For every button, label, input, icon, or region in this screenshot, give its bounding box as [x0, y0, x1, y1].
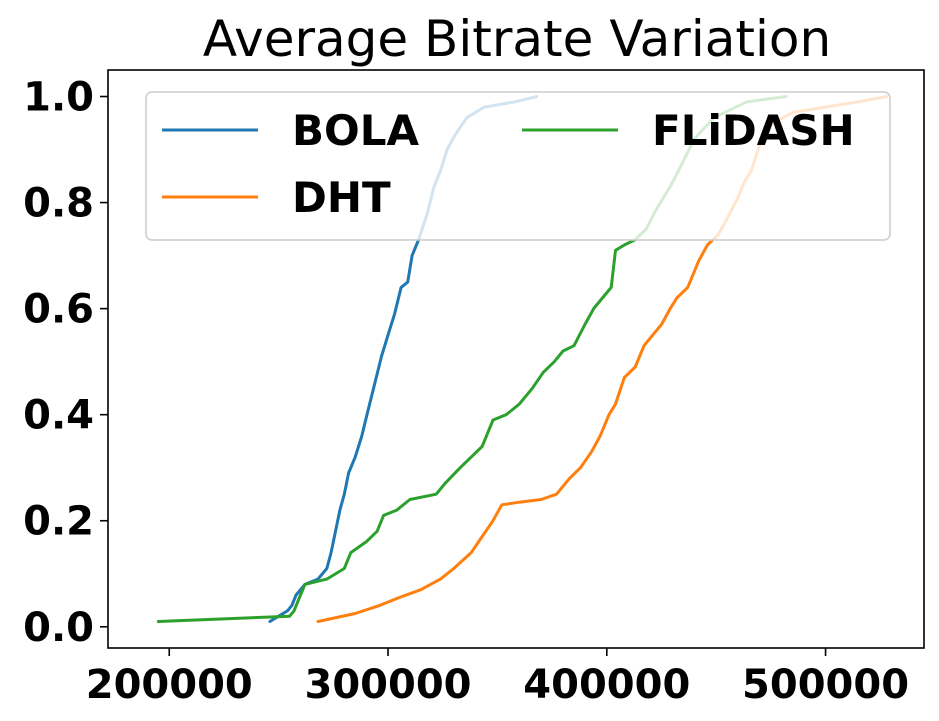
tick-layer: 200000 300000 400000 500000 0.0 0.2 0.4 0.6 0.8 1… [23, 75, 909, 708]
legend-label-bola: BOLA [292, 106, 419, 155]
y-tick-label: 0.6 [23, 287, 94, 333]
y-tick-label: 0.0 [23, 605, 94, 651]
legend-label-flidash: FLiDASH [652, 106, 855, 155]
legend-box [145, 91, 891, 241]
x-tick-label: 300000 [305, 662, 472, 708]
y-tick-label: 0.4 [23, 393, 94, 439]
x-tick-label: 200000 [86, 662, 253, 708]
y-tick-label: 0.2 [23, 499, 94, 545]
plot-frame [107, 69, 925, 649]
legend: BOLA DHT FLiDASH [145, 91, 891, 241]
x-tick-label: 400000 [523, 662, 690, 708]
legend-label-dht: DHT [292, 173, 391, 222]
y-tick-label: 1.0 [23, 75, 94, 121]
chart-title: Average Bitrate Variation [203, 10, 831, 68]
y-tick-label: 0.8 [23, 181, 94, 227]
x-tick-label: 500000 [742, 662, 909, 708]
